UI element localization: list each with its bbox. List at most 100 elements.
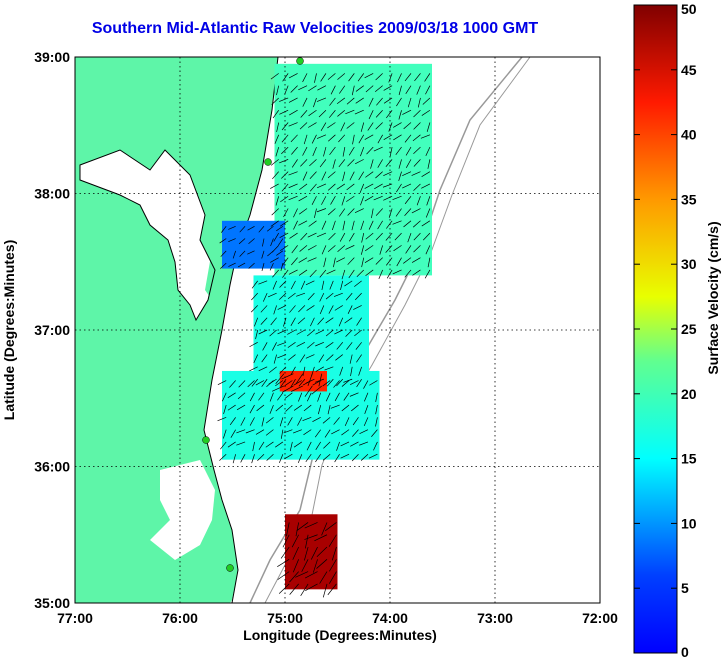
velocity-vector (342, 220, 346, 231)
velocity-vector (277, 305, 287, 310)
velocity-vector (277, 571, 290, 580)
velocity-vector (304, 385, 313, 397)
velocity-vector (281, 385, 294, 393)
velocity-vector (332, 159, 336, 169)
velocity-vector (273, 354, 277, 364)
velocity-vector (327, 245, 336, 252)
velocity-vector (344, 417, 350, 426)
velocity-vector (316, 546, 328, 557)
velocity-vector (385, 232, 393, 241)
velocity-vector (240, 454, 246, 463)
velocity-vector (227, 404, 236, 411)
velocity-vector (426, 196, 431, 206)
velocity-vector (319, 159, 327, 168)
velocity-vector (311, 134, 317, 144)
velocity-vector (238, 380, 246, 388)
velocity-vector (288, 195, 298, 201)
velocity-vector (289, 583, 299, 595)
velocity-vector (279, 280, 287, 288)
velocity-vector (354, 292, 362, 301)
velocity-vector (349, 354, 353, 364)
velocity-vector (220, 262, 227, 269)
x-tick-label: 77:00 (57, 610, 93, 626)
velocity-vector (337, 73, 346, 80)
velocity-vector (348, 146, 355, 156)
colorbar-tick-label: 0 (681, 644, 689, 659)
colorbar-tick-label: 35 (681, 191, 697, 207)
velocity-vector (360, 146, 365, 157)
velocity-vector (249, 392, 255, 402)
velocity-vector (285, 404, 293, 412)
velocity-vector (402, 171, 412, 177)
velocity-vector (289, 571, 299, 583)
velocity-vector (360, 220, 365, 231)
velocity-vector (355, 97, 364, 104)
velocity-vector (223, 429, 227, 439)
velocity-vector (321, 171, 327, 181)
velocity-vector (305, 583, 318, 591)
velocity-vector (280, 429, 284, 439)
velocity-vector (329, 559, 337, 572)
velocity-vector (258, 366, 268, 372)
velocity-vector (253, 354, 259, 364)
colorbar-tick-label: 5 (681, 580, 689, 596)
velocity-vector (287, 417, 293, 426)
velocity-vector (237, 262, 246, 268)
velocity-vector (279, 97, 289, 102)
velocity-vector (304, 571, 318, 579)
velocity-vector (348, 269, 355, 279)
velocity-vector (257, 453, 265, 462)
velocity-vector (269, 404, 274, 414)
velocity-vector (336, 378, 344, 387)
velocity-vector (421, 220, 431, 227)
velocity-vector (405, 85, 412, 94)
velocity-vector (350, 366, 353, 377)
velocity-vector (327, 583, 337, 596)
velocity-vector (288, 73, 298, 79)
velocity-vector (341, 269, 346, 280)
velocity-vector (315, 454, 321, 463)
velocity-vector (288, 97, 298, 103)
velocity-vector (236, 429, 246, 434)
velocity-vector (228, 262, 236, 267)
velocity-vector (270, 238, 274, 247)
velocity-vector (407, 97, 412, 108)
velocity-vector (327, 183, 336, 191)
velocity-vector (276, 85, 280, 96)
velocity-vector (320, 122, 327, 132)
velocity-vector (280, 195, 289, 203)
velocity-vector (356, 378, 362, 388)
velocity-vector (349, 171, 355, 181)
velocity-vector (392, 195, 402, 201)
velocity-vector (343, 392, 350, 401)
velocity-vector (230, 429, 236, 438)
velocity-vector (357, 73, 365, 82)
velocity-vector (298, 85, 308, 91)
velocity-vector (223, 404, 227, 415)
velocity-vector (300, 159, 308, 167)
velocity-vector (245, 429, 255, 434)
velocity-vector (282, 257, 289, 266)
velocity-vector (312, 559, 318, 573)
velocity-vector (247, 225, 255, 231)
velocity-vector (217, 380, 227, 386)
velocity-vector (404, 196, 412, 205)
velocity-vector (325, 329, 334, 337)
velocity-vector (355, 85, 364, 92)
velocity-vector (356, 354, 362, 363)
velocity-vector (364, 195, 374, 202)
velocity-vector (306, 441, 312, 451)
velocity-vector (281, 146, 289, 155)
velocity-vector (413, 146, 421, 154)
velocity-vector (377, 220, 383, 230)
velocity-vector (375, 73, 383, 81)
velocity-vector (331, 546, 337, 561)
velocity-vector (361, 233, 365, 243)
velocity-vector (318, 109, 327, 118)
velocity-vector (308, 122, 317, 128)
velocity-vector (275, 373, 285, 384)
velocity-vector (388, 208, 393, 218)
velocity-vector (352, 429, 359, 437)
velocity-vector (365, 85, 374, 93)
